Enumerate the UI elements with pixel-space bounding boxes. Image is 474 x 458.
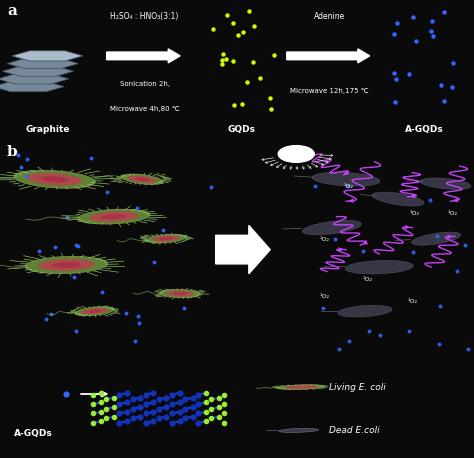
Text: ¹O₂: ¹O₂ xyxy=(362,277,373,282)
Ellipse shape xyxy=(38,259,94,271)
Ellipse shape xyxy=(277,385,325,390)
Ellipse shape xyxy=(152,235,180,242)
Text: A-GQDs: A-GQDs xyxy=(14,429,53,438)
Text: Sonication 2h,: Sonication 2h, xyxy=(119,81,170,87)
FancyArrow shape xyxy=(107,49,180,63)
Text: Dead E.coli: Dead E.coli xyxy=(329,426,380,435)
Text: A-GQDs: A-GQDs xyxy=(405,125,444,134)
Circle shape xyxy=(278,146,314,162)
Text: ¹O₂: ¹O₂ xyxy=(410,211,420,216)
Ellipse shape xyxy=(312,172,380,186)
Ellipse shape xyxy=(302,220,361,235)
Text: a: a xyxy=(7,4,17,18)
Ellipse shape xyxy=(128,175,156,183)
Ellipse shape xyxy=(279,428,319,432)
Text: ¹O₂: ¹O₂ xyxy=(447,211,458,216)
Text: b: b xyxy=(7,145,18,159)
Ellipse shape xyxy=(420,178,471,189)
Polygon shape xyxy=(0,74,69,84)
Ellipse shape xyxy=(284,385,318,389)
Text: Graphite: Graphite xyxy=(25,125,70,134)
Ellipse shape xyxy=(25,256,108,274)
FancyArrow shape xyxy=(287,49,370,63)
Ellipse shape xyxy=(372,192,424,206)
Ellipse shape xyxy=(101,214,126,219)
Ellipse shape xyxy=(173,292,187,295)
Ellipse shape xyxy=(146,234,186,243)
Ellipse shape xyxy=(52,262,81,268)
Ellipse shape xyxy=(159,237,173,240)
Polygon shape xyxy=(0,82,64,92)
Text: ¹O₂: ¹O₂ xyxy=(407,299,418,304)
Ellipse shape xyxy=(161,289,200,298)
Ellipse shape xyxy=(338,305,392,317)
Text: ¹O₂: ¹O₂ xyxy=(343,185,354,190)
Ellipse shape xyxy=(89,212,138,222)
Polygon shape xyxy=(2,66,73,76)
Polygon shape xyxy=(7,59,78,69)
Ellipse shape xyxy=(88,310,101,313)
Text: Adenine: Adenine xyxy=(314,12,345,21)
Text: ¹O₂: ¹O₂ xyxy=(319,237,330,242)
Ellipse shape xyxy=(345,261,413,274)
Ellipse shape xyxy=(81,308,109,314)
Text: Microwave 12h,175 ℃: Microwave 12h,175 ℃ xyxy=(290,88,369,94)
Polygon shape xyxy=(12,51,83,61)
Text: Microwave 4h,80 ℃: Microwave 4h,80 ℃ xyxy=(109,106,180,112)
Ellipse shape xyxy=(75,306,115,316)
Ellipse shape xyxy=(14,170,95,188)
Ellipse shape xyxy=(27,173,82,185)
Ellipse shape xyxy=(78,209,150,224)
Ellipse shape xyxy=(121,174,163,185)
Ellipse shape xyxy=(167,291,193,296)
Text: Living E. coli: Living E. coli xyxy=(329,382,386,392)
Ellipse shape xyxy=(411,232,461,245)
FancyArrow shape xyxy=(216,225,270,274)
Text: H₂SO₄ : HNO₃(3:1): H₂SO₄ : HNO₃(3:1) xyxy=(110,12,179,21)
Ellipse shape xyxy=(135,177,149,181)
Text: ¹O₂: ¹O₂ xyxy=(319,294,330,300)
Text: GQDs: GQDs xyxy=(228,125,256,134)
Ellipse shape xyxy=(41,176,68,182)
